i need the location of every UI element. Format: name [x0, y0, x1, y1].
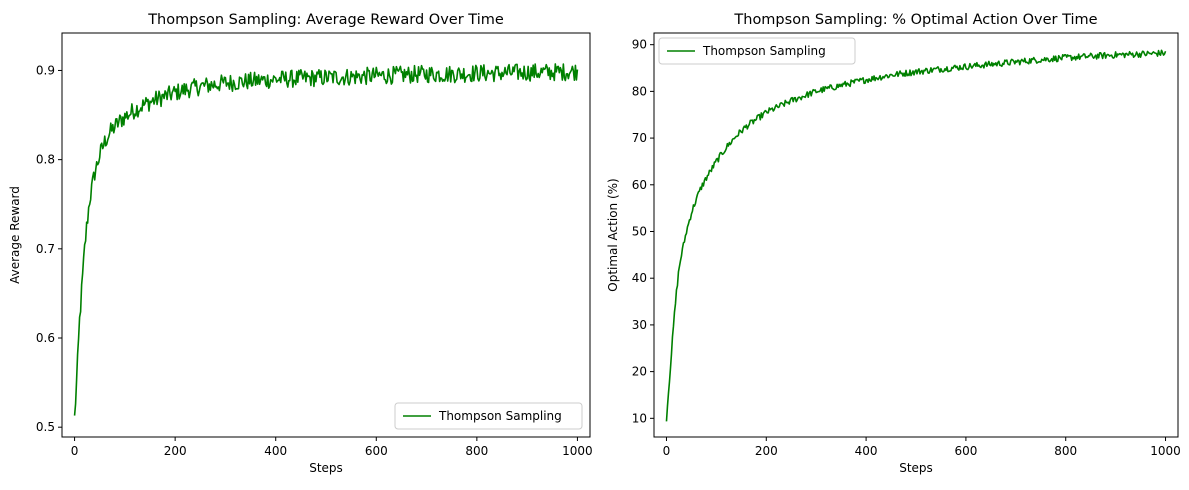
optimal-action-legend: Thompson Sampling: [658, 37, 856, 65]
reward-y-tick-label-3: 0.8: [36, 153, 55, 167]
optimal-action-y-tick-label-3: 40: [632, 271, 647, 285]
optimal-action-x-axis-label: Steps: [899, 461, 933, 475]
reward-plot-frame: [61, 32, 591, 438]
optimal-action-y-tick-label-6: 70: [632, 131, 647, 145]
optimal-action-x-tick-label-0: 0: [663, 444, 671, 458]
reward-y-tick-label-0: 0.5: [36, 420, 55, 434]
reward-x-tick-label-5: 1000: [562, 444, 593, 458]
optimal-action-legend-label: Thompson Sampling: [702, 44, 826, 58]
optimal-action-y-tick-label-0: 10: [632, 411, 647, 425]
optimal-action-y-axis-label: Optimal Action (%): [606, 178, 620, 291]
reward-legend-label: Thompson Sampling: [438, 409, 562, 423]
reward-x-tick-label-1: 200: [164, 444, 187, 458]
optimal-action-y-tick-label-8: 90: [632, 38, 647, 52]
reward-y-tick-label-1: 0.6: [36, 331, 55, 345]
reward-y-axis-label: Average Reward: [8, 186, 22, 284]
reward-chart-title: Thompson Sampling: Average Reward Over T…: [147, 12, 504, 28]
reward-chart: Thompson Sampling: Average Reward Over T…: [8, 12, 593, 475]
optimal-action-y-tick-label-1: 20: [632, 365, 647, 379]
reward-y-tick-label-4: 0.9: [36, 63, 55, 77]
optimal-action-chart: Thompson Sampling: % Optimal Action Over…: [606, 12, 1181, 475]
reward-y-tick-label-2: 0.7: [36, 242, 55, 256]
reward-x-tick-label-4: 800: [465, 444, 488, 458]
optimal-action-x-tick-label-5: 1000: [1150, 444, 1181, 458]
optimal-action-x-tick-label-4: 800: [1054, 444, 1077, 458]
reward-legend-box: [394, 402, 583, 430]
optimal-action-x-tick-label-3: 600: [954, 444, 977, 458]
optimal-action-series-line-0: [665, 49, 1167, 422]
optimal-action-x-tick-label-2: 400: [855, 444, 878, 458]
reward-x-tick-label-0: 0: [71, 444, 79, 458]
reward-x-axis-label: Steps: [309, 461, 343, 475]
optimal-action-chart-title: Thompson Sampling: % Optimal Action Over…: [733, 12, 1097, 28]
reward-x-tick-label-2: 400: [264, 444, 287, 458]
optimal-action-legend-box: [658, 37, 856, 65]
optimal-action-x-tick-label-1: 200: [755, 444, 778, 458]
optimal-action-y-tick-label-7: 80: [632, 84, 647, 98]
reward-series-line-0: [73, 63, 579, 416]
optimal-action-y-tick-label-4: 50: [632, 224, 647, 238]
reward-x-tick-label-3: 600: [365, 444, 388, 458]
optimal-action-plot-frame: [653, 32, 1179, 438]
optimal-action-y-tick-label-2: 30: [632, 318, 647, 332]
reward-legend: Thompson Sampling: [394, 402, 583, 430]
optimal-action-y-tick-label-5: 60: [632, 178, 647, 192]
